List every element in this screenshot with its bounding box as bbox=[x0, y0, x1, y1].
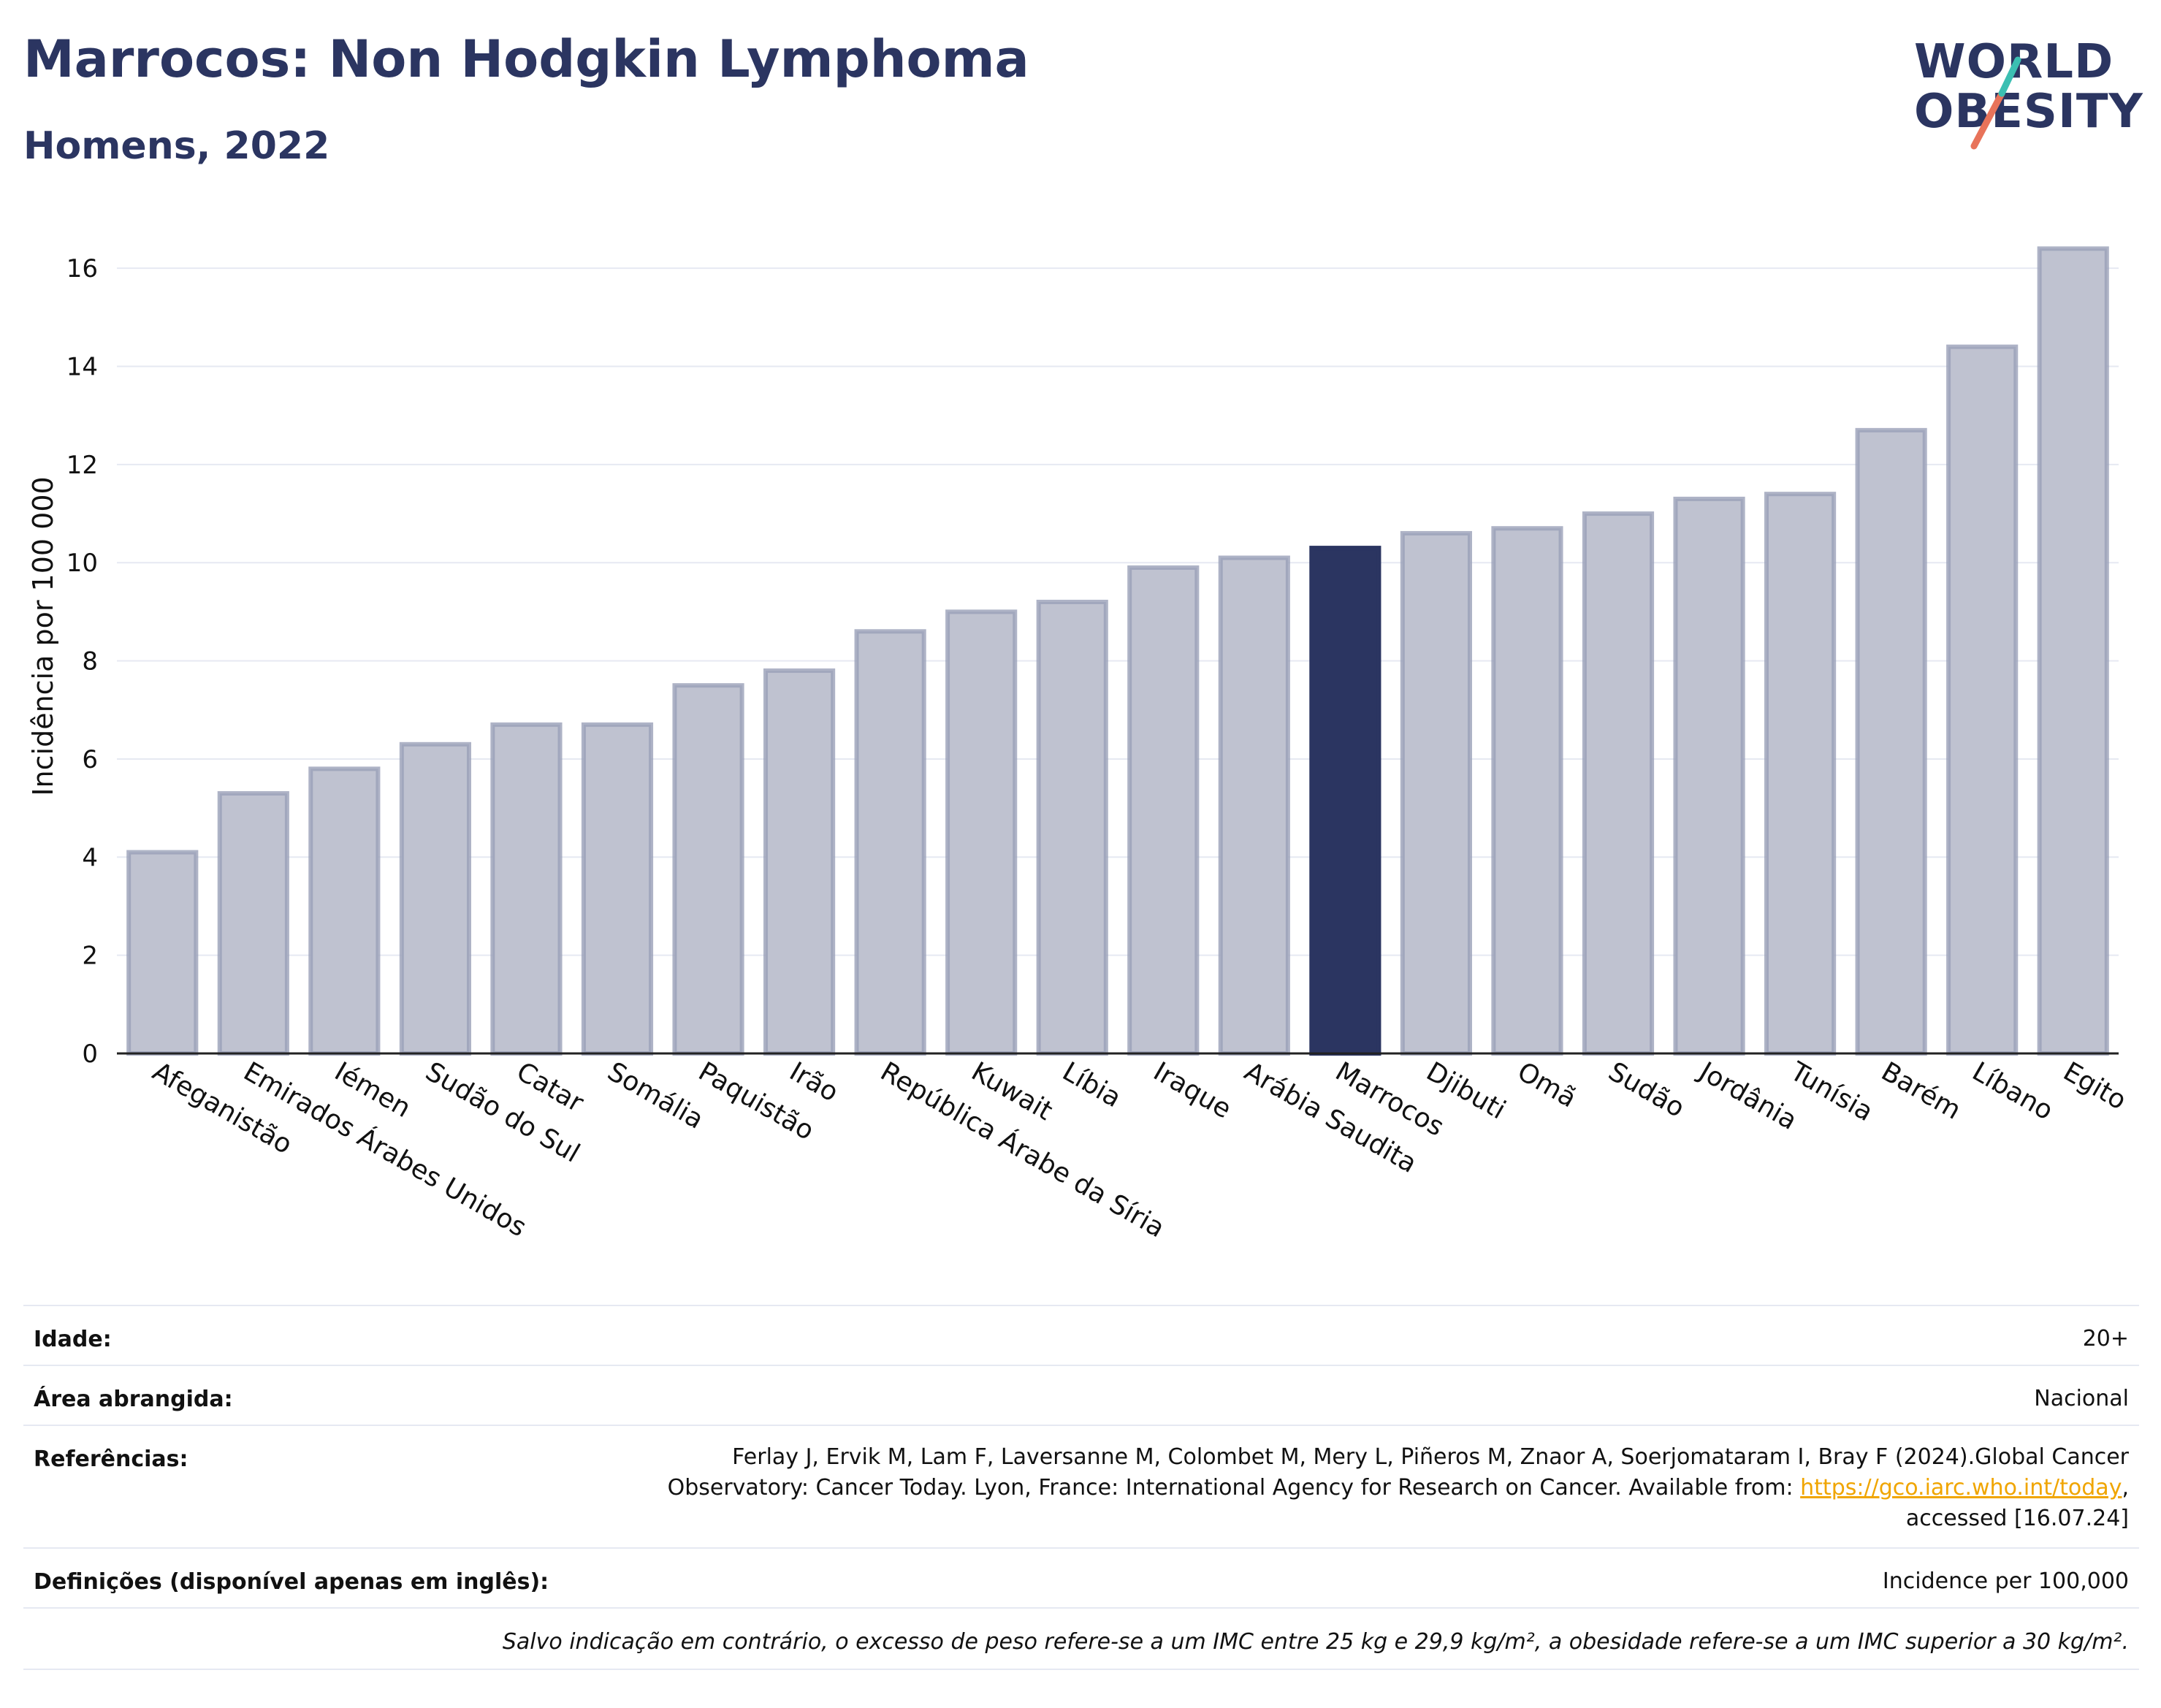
world-obesity-logo: WORLD OBESITY bbox=[1907, 29, 2148, 153]
references-value: Ferlay J, Ervik M, Lam F, Laversanne M, … bbox=[668, 1442, 2129, 1534]
references-line-1: Ferlay J, Ervik M, Lam F, Laversanne M, … bbox=[732, 1444, 2129, 1470]
bar-8 bbox=[854, 629, 926, 1056]
bar-11 bbox=[1127, 565, 1200, 1056]
y-tick-label: 0 bbox=[82, 1040, 98, 1069]
references-link[interactable]: https://gco.iarc.who.int/today bbox=[1800, 1475, 2122, 1501]
references-line-2-text: Observatory: Cancer Today. Lyon, France:… bbox=[667, 1475, 1801, 1501]
bar-0 bbox=[126, 850, 199, 1056]
bar-14 bbox=[1400, 530, 1472, 1056]
bar-18 bbox=[1764, 492, 1837, 1056]
x-tick-label: Líbia bbox=[1057, 1056, 1126, 1113]
definitions-value: Incidence per 100,000 bbox=[1882, 1568, 2129, 1594]
bar-12 bbox=[1218, 555, 1290, 1056]
bar-15 bbox=[1491, 526, 1563, 1056]
references-label: Referências: bbox=[34, 1446, 188, 1472]
y-tick-label: 14 bbox=[66, 353, 98, 382]
info-row-references: Referências: Ferlay J, Ervik M, Lam F, L… bbox=[23, 1425, 2139, 1549]
footnote: Salvo indicação em contrário, o excesso … bbox=[502, 1629, 2129, 1655]
y-tick-label: 12 bbox=[66, 451, 98, 480]
bar-6 bbox=[672, 683, 744, 1056]
info-row-note: Salvo indicação em contrário, o excesso … bbox=[23, 1607, 2139, 1670]
y-tick-label: 6 bbox=[82, 745, 98, 774]
bar-7 bbox=[763, 668, 836, 1056]
bar-17 bbox=[1673, 496, 1745, 1056]
x-tick-label: Iraque bbox=[1148, 1056, 1236, 1124]
x-tick-label: Sudão bbox=[1604, 1056, 1690, 1124]
x-tick-label: Tunísia bbox=[1785, 1056, 1878, 1127]
bar-10 bbox=[1036, 599, 1108, 1056]
x-tick-label: Líbano bbox=[1967, 1056, 2058, 1126]
bar-1 bbox=[217, 790, 289, 1056]
x-tick-label: Egito bbox=[2058, 1056, 2131, 1116]
page-subtitle: Homens, 2022 bbox=[23, 124, 330, 168]
y-tick-label: 16 bbox=[66, 254, 98, 283]
y-tick-label: 10 bbox=[66, 549, 98, 578]
bar-5 bbox=[581, 722, 654, 1056]
bar-20 bbox=[1946, 344, 2019, 1056]
age-label: Idade: bbox=[34, 1327, 112, 1352]
bar-19 bbox=[1855, 427, 1927, 1056]
bar-16 bbox=[1582, 511, 1655, 1056]
info-row-age: Idade: 20+ bbox=[23, 1305, 2139, 1366]
area-label: Área abrangida: bbox=[34, 1387, 233, 1412]
references-line-2-end: , bbox=[2122, 1475, 2129, 1501]
bar-21 bbox=[2037, 246, 2109, 1056]
info-row-area: Área abrangida: Nacional bbox=[23, 1365, 2139, 1426]
references-line-3: accessed [16.07.24] bbox=[1905, 1506, 2129, 1531]
x-tick-label: Jordânia bbox=[1693, 1056, 1802, 1136]
y-tick-label: 2 bbox=[82, 942, 98, 971]
y-axis-label: Incidência por 100 000 bbox=[27, 476, 59, 796]
area-value: Nacional bbox=[2034, 1386, 2129, 1411]
bar-2 bbox=[308, 766, 381, 1056]
references-line-2: Observatory: Cancer Today. Lyon, France:… bbox=[668, 1473, 2129, 1503]
x-tick-label: Sudão do Sul bbox=[420, 1056, 584, 1169]
definitions-label: Definições (disponível apenas em inglês)… bbox=[34, 1569, 549, 1595]
logo-slash-icon bbox=[1970, 56, 2021, 150]
x-tick-label: Irão bbox=[785, 1056, 844, 1107]
x-tick-label: Omã bbox=[1512, 1056, 1582, 1113]
y-tick-label: 8 bbox=[82, 647, 98, 676]
bar-13 bbox=[1309, 546, 1381, 1056]
page-title: Marrocos: Non Hodgkin Lymphoma bbox=[23, 29, 1029, 89]
y-tick-label: 4 bbox=[82, 843, 98, 872]
x-tick-label: Somália bbox=[603, 1056, 709, 1135]
bar-4 bbox=[490, 722, 563, 1056]
age-value: 20+ bbox=[2082, 1326, 2129, 1351]
logo-line-2: OBESITY bbox=[1914, 85, 2143, 139]
x-tick-label: Barém bbox=[1876, 1056, 1966, 1125]
bar-3 bbox=[399, 741, 471, 1056]
info-row-definitions: Definições (disponível apenas em inglês)… bbox=[23, 1547, 2139, 1609]
bar-9 bbox=[945, 609, 1018, 1056]
